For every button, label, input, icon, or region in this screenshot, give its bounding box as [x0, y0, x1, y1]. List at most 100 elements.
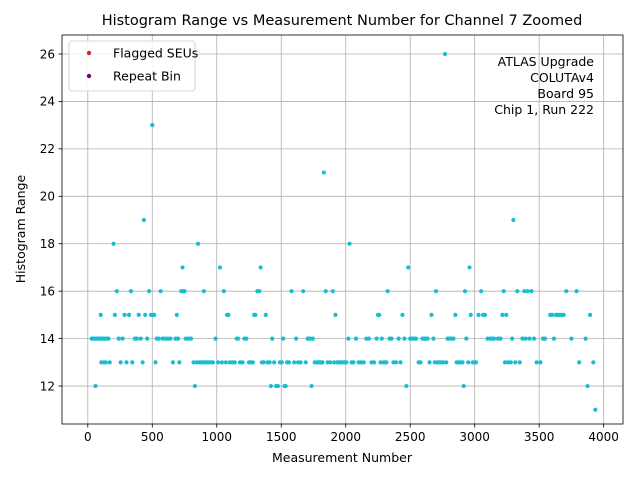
data-point — [404, 383, 409, 389]
data-point — [520, 336, 525, 341]
data-point — [303, 360, 308, 365]
y-tick-label: 12 — [40, 379, 55, 393]
data-point — [192, 383, 197, 389]
data-point — [253, 312, 258, 317]
data-point — [466, 360, 471, 365]
x-tick-label: 3500 — [524, 430, 555, 444]
data-point — [270, 336, 275, 341]
legend-box — [68, 40, 196, 92]
data-point — [235, 336, 241, 341]
data-point — [351, 360, 356, 365]
y-tick-label: 26 — [40, 47, 55, 61]
data-point — [298, 360, 303, 365]
annotation-box: ATLAS Upgrade COLUTAv4 Board 95 Chip 1, … — [494, 54, 594, 117]
data-point — [491, 336, 497, 341]
data-point — [523, 336, 528, 341]
data-point — [591, 360, 596, 365]
data-point — [400, 312, 405, 317]
data-point — [451, 336, 456, 341]
data-point — [542, 336, 548, 341]
data-point — [130, 360, 135, 365]
data-point — [361, 360, 366, 365]
data-point — [232, 360, 237, 365]
data-point — [309, 383, 314, 389]
data-point — [320, 360, 325, 365]
data-point — [476, 312, 481, 317]
data-point — [158, 289, 163, 294]
data-point — [371, 360, 377, 365]
legend-marker-repeat-bin — [86, 73, 92, 79]
data-point — [527, 336, 532, 341]
data-point — [177, 360, 182, 365]
y-tick-label: 16 — [40, 284, 55, 298]
data-point — [116, 336, 121, 341]
data-point — [153, 360, 158, 365]
data-point — [502, 360, 508, 365]
data-point — [98, 312, 103, 317]
data-point — [333, 312, 338, 317]
data-point — [168, 336, 173, 341]
data-point — [250, 360, 255, 365]
data-point — [513, 360, 518, 365]
data-point — [170, 360, 176, 365]
data-point — [347, 241, 352, 246]
data-point — [175, 336, 181, 341]
annotation-line-4: Chip 1, Run 222 — [494, 102, 594, 117]
data-point — [258, 265, 263, 270]
data-point — [473, 360, 479, 365]
data-point — [272, 360, 277, 365]
x-tick-label: 500 — [141, 430, 164, 444]
legend-label-flagged-seus: Flagged SEUs — [113, 46, 198, 61]
data-point — [366, 336, 372, 341]
data-point — [525, 289, 530, 294]
data-point — [442, 51, 448, 57]
data-point — [281, 336, 286, 341]
data-point — [118, 360, 123, 365]
data-point — [529, 289, 534, 294]
data-point — [128, 289, 134, 294]
data-point — [111, 241, 116, 246]
x-tick-label: 1500 — [266, 430, 297, 444]
legend-label-repeat-bin: Repeat Bin — [113, 69, 181, 84]
plot-frame — [61, 34, 624, 425]
data-point — [188, 336, 194, 341]
annotation-line-2: COLUTAv4 — [530, 70, 594, 85]
data-point — [425, 336, 430, 341]
chart-title: Histogram Range vs Measurement Number fo… — [102, 13, 583, 29]
y-tick-label: 18 — [40, 237, 55, 251]
data-point — [195, 241, 201, 246]
data-point — [396, 336, 401, 341]
data-point — [215, 360, 221, 365]
data-point — [344, 360, 349, 365]
data-point — [413, 336, 419, 341]
data-point — [182, 289, 187, 294]
data-point — [346, 336, 351, 341]
data-points — [89, 51, 598, 412]
data-point — [223, 360, 228, 365]
data-point — [379, 336, 384, 341]
data-point — [143, 312, 148, 317]
data-point — [106, 336, 111, 341]
data-point — [286, 360, 292, 365]
data-point — [321, 170, 326, 175]
data-point — [462, 289, 468, 294]
data-point — [551, 336, 557, 341]
data-point — [201, 289, 206, 294]
data-point — [585, 383, 590, 389]
data-point — [283, 383, 288, 389]
data-point — [467, 265, 472, 270]
data-point — [593, 407, 598, 412]
y-tick-label: 24 — [40, 95, 55, 109]
data-point — [134, 336, 139, 341]
data-point — [406, 265, 411, 270]
x-tick-label: 2000 — [330, 430, 361, 444]
data-point — [561, 312, 566, 317]
data-point — [378, 360, 383, 365]
data-point — [549, 312, 555, 317]
data-point — [263, 312, 268, 317]
data-point — [240, 360, 245, 365]
data-point — [174, 312, 179, 317]
data-point — [531, 336, 537, 341]
data-point — [577, 360, 582, 365]
